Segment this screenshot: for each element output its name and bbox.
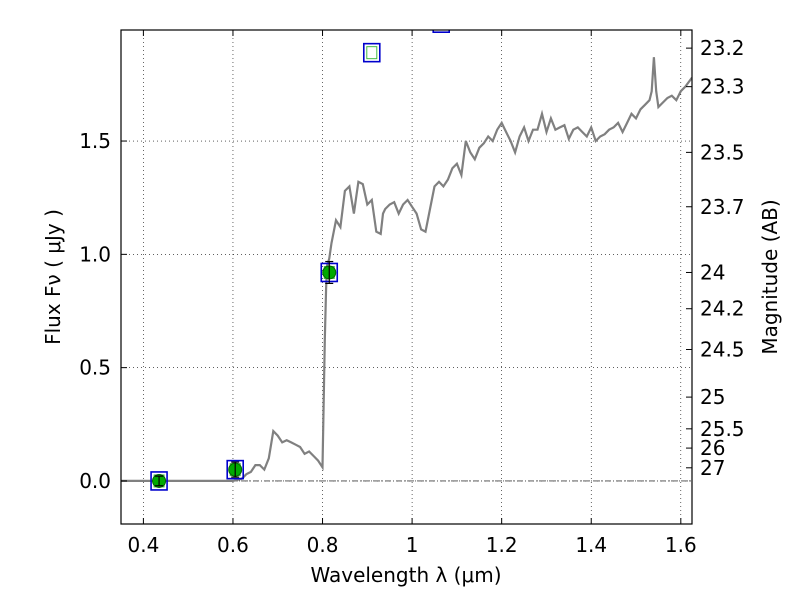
magnitude-tick-label: 25.5 <box>700 417 745 441</box>
magnitude-tick-label: 23.3 <box>700 75 745 99</box>
magnitude-tick-label: 23.5 <box>700 140 745 164</box>
x-tick-label: 1.4 <box>575 533 607 557</box>
y-tick-label: 0.5 <box>79 356 111 380</box>
x-axis-label: Wavelength λ (μm) <box>310 563 501 587</box>
plot-background <box>121 30 692 524</box>
y-tick-label: 0.0 <box>79 469 111 493</box>
photometry-box-inner <box>436 17 446 29</box>
photometry-box-inner <box>366 46 378 60</box>
plot-frame <box>120 29 693 525</box>
spectrum-line <box>121 57 692 482</box>
magnitude-tick-label: 25 <box>700 385 725 409</box>
photometry-box <box>362 42 381 63</box>
magnitude-tick-label: 24 <box>700 260 725 284</box>
y-axis-ticks: 0.0 0.5 1.0 1.5 <box>79 129 127 493</box>
x-tick-label: 1.6 <box>665 533 697 557</box>
photometry-box <box>226 459 244 480</box>
magnitude-tick-label: 23.7 <box>700 195 745 219</box>
x-tick-label: 1 <box>406 533 419 557</box>
y-axis-label: Flux Fν ( μJy ) <box>41 209 65 345</box>
y-tick-label: 1.0 <box>79 242 111 266</box>
magnitude-tick-label: 24.2 <box>700 297 745 321</box>
x-tick-label: 0.8 <box>307 533 339 557</box>
y-tick-label: 1.5 <box>79 129 111 153</box>
photometry-box <box>150 471 168 491</box>
measured-points <box>152 260 337 488</box>
magnitude-tick-label: 23.2 <box>700 36 745 60</box>
magnitude-tick-label: 27 <box>700 456 725 480</box>
magnitude-tick-label: 26 <box>700 436 725 460</box>
x-tick-label: 0.4 <box>127 533 159 557</box>
x-tick-label: 0.6 <box>217 533 249 557</box>
photometry-box <box>432 30 451 34</box>
magnitude-tick-label: 24.5 <box>700 338 745 362</box>
x-tick-label: 1.2 <box>486 533 518 557</box>
x-axis-ticks: 0.4 0.6 0.8 1 1.2 1.4 1.6 <box>127 30 697 557</box>
magnitude-axis-label: Magnitude (AB) <box>758 199 782 354</box>
